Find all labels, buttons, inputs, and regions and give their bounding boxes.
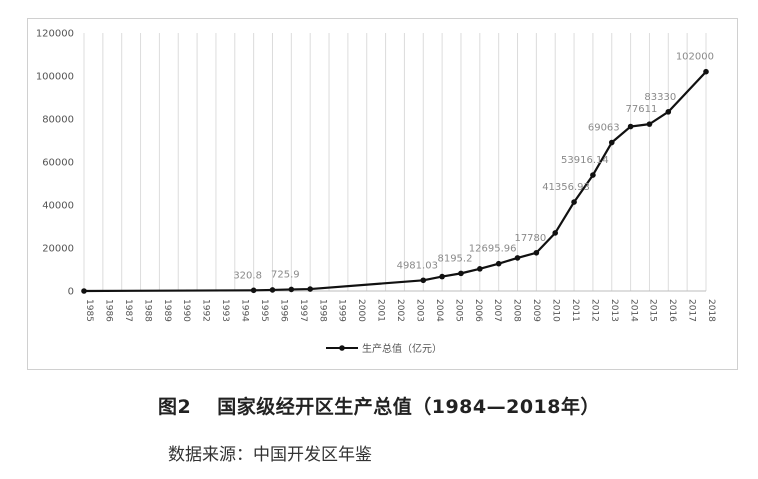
data-point: [646, 121, 653, 127]
x-tick-label: 1988: [142, 299, 152, 322]
x-tick-label: 1990: [181, 299, 191, 322]
x-tick-label: 2006: [473, 299, 483, 322]
data-point: [703, 68, 709, 75]
x-tick-label: 2005: [453, 299, 463, 322]
data-point: [495, 260, 502, 267]
data-point: [81, 288, 87, 294]
x-tick-label: 1996: [278, 299, 288, 322]
x-tick-label: 1997: [298, 299, 308, 322]
x-tick-label: 1987: [123, 299, 133, 322]
x-tick-label: 1985: [84, 299, 94, 322]
figure-number: 图2: [158, 396, 192, 418]
x-tick-label: 2015: [648, 299, 658, 322]
series-line: [83, 70, 707, 293]
x-tick-label: 2002: [395, 299, 405, 322]
data-point: [307, 286, 313, 292]
data-label: 77611: [626, 104, 658, 115]
data-point: [533, 249, 540, 256]
data-label: 320.8: [233, 270, 262, 281]
data-point: [608, 139, 615, 146]
data-point: [514, 255, 521, 261]
data-point: [477, 266, 483, 272]
legend: 生产总值（亿元）: [326, 342, 442, 355]
series-layer: [81, 68, 709, 294]
x-tick-label: 1994: [240, 299, 250, 322]
gridlines: [83, 33, 707, 292]
y-tick-label: 80000: [42, 115, 74, 126]
data-point: [665, 109, 672, 115]
x-tick-label: 2009: [531, 299, 541, 322]
figure-caption: 图2 国家级经开区生产总值（1984—2018年）: [0, 392, 758, 419]
data-label: 53916.14: [561, 155, 609, 166]
y-tick-label: 120000: [36, 29, 74, 40]
data-point: [571, 199, 577, 205]
data-point: [439, 273, 445, 280]
legend-marker: [339, 345, 345, 351]
y-tick-label: 40000: [42, 201, 74, 212]
x-axis-ticks: 1985 1986 1987 1988 1989 1990 1992 1993 1994 1995…: [84, 299, 716, 322]
data-point: [269, 287, 276, 293]
data-label: 4981.03: [397, 260, 438, 271]
data-point: [420, 277, 427, 284]
x-tick-label: 1998: [317, 299, 327, 322]
chart-frame: 0 20000 40000 60000 80000 100000 120000 1985 19…: [27, 18, 738, 370]
x-tick-label: 2017: [687, 299, 697, 322]
data-point: [552, 230, 559, 236]
x-tick-label: 2011: [570, 299, 580, 322]
data-label: 17780: [514, 233, 546, 244]
y-tick-label: 100000: [36, 72, 74, 83]
source-note: 数据来源：中国开发区年鉴: [168, 445, 372, 465]
x-tick-label: 2018: [706, 299, 716, 322]
data-point: [250, 287, 257, 294]
data-point: [288, 286, 295, 293]
y-tick-label: 20000: [42, 244, 74, 255]
data-label: 69063: [588, 123, 620, 134]
y-tick-label: 0: [68, 287, 74, 298]
figure-title: 国家级经开区生产总值（1984—2018年）: [217, 396, 600, 418]
x-tick-label: 1992: [201, 299, 211, 322]
x-tick-label: 1986: [103, 299, 113, 322]
y-axis-ticks: 0 20000 40000 60000 80000 100000 120000: [36, 29, 74, 298]
x-tick-label: 2014: [628, 299, 638, 322]
data-label: 102000: [676, 52, 714, 63]
y-tick-label: 60000: [42, 158, 74, 169]
data-point: [590, 172, 596, 178]
data-point: [627, 123, 634, 130]
x-tick-label: 2004: [434, 299, 444, 322]
x-tick-label: 1989: [162, 299, 172, 322]
data-point: [458, 270, 464, 277]
x-tick-label: 2003: [414, 299, 424, 322]
x-tick-label: 2001: [376, 299, 386, 322]
data-label: 83330: [644, 92, 676, 103]
data-label: 725.9: [271, 269, 300, 280]
data-label: 12695.96: [469, 244, 517, 255]
x-tick-label: 2007: [492, 299, 502, 322]
x-tick-label: 2013: [609, 299, 619, 322]
x-tick-label: 2012: [589, 299, 599, 322]
legend-label: 生产总值（亿元）: [362, 342, 442, 355]
x-tick-label: 2010: [551, 299, 561, 322]
x-tick-label: 1995: [259, 299, 269, 322]
x-tick-label: 2008: [512, 299, 522, 322]
data-label: 41356.93: [542, 182, 590, 193]
x-tick-label: 2016: [667, 299, 677, 322]
data-label: 8195.2: [437, 253, 472, 264]
x-tick-label: 1993: [220, 299, 230, 322]
x-tick-label: 2000: [356, 299, 366, 322]
x-tick-label: 1999: [337, 299, 347, 322]
